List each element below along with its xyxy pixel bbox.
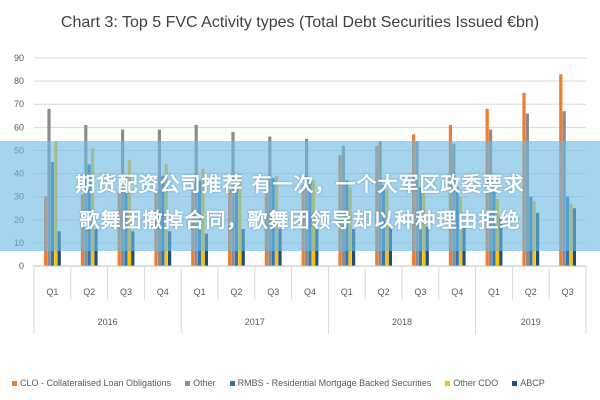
legend-label: CLO - Collateralised Loan Obligations bbox=[20, 378, 172, 388]
group-label: 2017 bbox=[245, 317, 265, 327]
overlay-banner bbox=[0, 141, 600, 251]
legend-label: RMBS - Residential Mortgage Backed Secur… bbox=[237, 378, 432, 388]
legend-item: Other CDO bbox=[445, 378, 498, 388]
legend-swatch bbox=[229, 381, 235, 387]
overlay-text-line-1: 期货配资公司推荐 有一次，一个大军区政委要求 bbox=[75, 172, 525, 196]
x-tick-label: Q2 bbox=[230, 287, 242, 297]
x-tick-label: Q3 bbox=[120, 287, 132, 297]
legend-swatch bbox=[12, 381, 17, 387]
legend-swatch bbox=[512, 381, 518, 387]
x-tick-label: Q1 bbox=[341, 287, 353, 297]
group-label: 2016 bbox=[98, 317, 118, 327]
y-tick-label: 70 bbox=[14, 99, 24, 109]
x-tick-label: Q2 bbox=[525, 287, 537, 297]
x-tick-label: Q2 bbox=[378, 287, 390, 297]
y-tick-label: 80 bbox=[14, 76, 24, 86]
legend-item: ABCP bbox=[512, 378, 545, 388]
x-tick-label: Q3 bbox=[562, 287, 574, 297]
legend-swatch bbox=[445, 381, 451, 387]
legend-label: ABCP bbox=[520, 378, 545, 388]
x-tick-label: Q4 bbox=[451, 287, 463, 297]
legend-item: RMBS - Residential Mortgage Backed Secur… bbox=[229, 378, 432, 388]
x-tick-label: Q1 bbox=[488, 287, 500, 297]
legend-label: Other CDO bbox=[453, 378, 499, 388]
x-tick-label: Q1 bbox=[46, 287, 58, 297]
x-tick-label: Q2 bbox=[83, 287, 95, 297]
legend-label: Other bbox=[193, 378, 216, 388]
x-tick-label: Q3 bbox=[267, 287, 279, 297]
legend-item: Other bbox=[185, 378, 216, 388]
y-tick-label: 0 bbox=[19, 261, 24, 271]
group-label: 2019 bbox=[521, 317, 541, 327]
legend-swatch bbox=[185, 381, 191, 387]
y-tick-label: 90 bbox=[14, 53, 24, 63]
legend-item: CLO - Collateralised Loan Obligations bbox=[12, 378, 171, 388]
x-tick-label: Q1 bbox=[194, 287, 206, 297]
chart-title: Chart 3: Top 5 FVC Activity types (Total… bbox=[60, 14, 540, 31]
group-label: 2018 bbox=[392, 317, 412, 327]
y-tick-label: 60 bbox=[14, 122, 24, 132]
overlay-text-line-2: 歌舞团撤掉合同，歌舞团领导却以种种理由拒绝 bbox=[79, 208, 521, 232]
x-tick-label: Q3 bbox=[414, 287, 426, 297]
x-tick-label: Q4 bbox=[157, 287, 169, 297]
chart-legend: CLO - Collateralised Loan Obligations Oth… bbox=[12, 378, 600, 394]
x-tick-label: Q4 bbox=[304, 287, 316, 297]
